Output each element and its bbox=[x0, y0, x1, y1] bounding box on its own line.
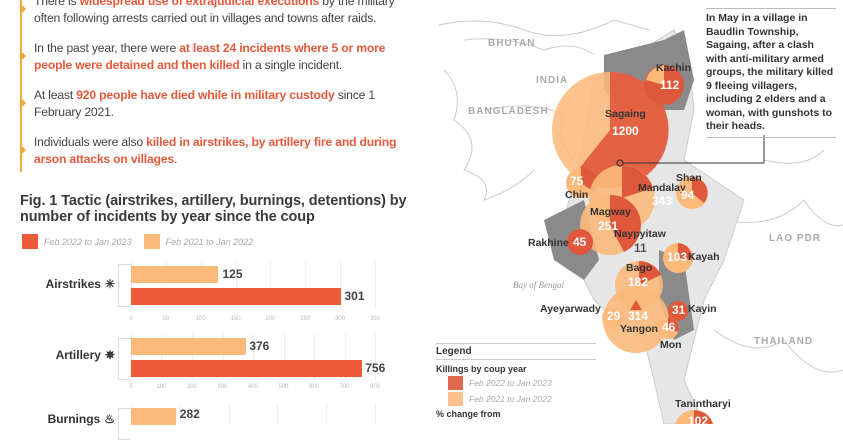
country-label: BHUTAN bbox=[488, 38, 536, 49]
map-legend: Legend Killings by coup year Feb 2022 to… bbox=[436, 343, 596, 419]
country-label: BANGLADESH bbox=[468, 106, 549, 117]
region-label-tanintharyi: Tanintharyi bbox=[675, 398, 731, 410]
region-value-ayeyarwady: 29 bbox=[607, 309, 621, 323]
legend-subtitle: Killings by coup year bbox=[436, 364, 527, 374]
bracket bbox=[118, 264, 131, 307]
region-value-mandalay: 343 bbox=[652, 194, 673, 208]
region-label-bago: Bago bbox=[626, 262, 653, 274]
region-label-mon: Mon bbox=[660, 339, 682, 351]
region-label-yangon: Yangon bbox=[620, 323, 658, 335]
region-value-sagaing: 1200 bbox=[612, 124, 639, 138]
region-label-naypyitaw: Naypyitaw bbox=[614, 228, 666, 240]
legend-footer: % change from bbox=[436, 409, 501, 419]
plot-area: 282 bbox=[131, 404, 376, 425]
value-label: 301 bbox=[344, 289, 365, 303]
bar-prior-airstrikes[interactable] bbox=[131, 266, 219, 283]
region-value-chin: 75 bbox=[570, 174, 584, 188]
region-label-sagaing: Sagaing bbox=[605, 108, 646, 120]
finding-item: Individuals were also killed in airstrik… bbox=[20, 134, 417, 172]
legend-swatch-recent bbox=[22, 234, 38, 249]
plot-area: 376 756 bbox=[131, 334, 385, 380]
bar-recent-artillery[interactable] bbox=[131, 360, 362, 377]
value-label: 125 bbox=[222, 267, 243, 281]
key-findings-list: There is widespread use of extrajudicial… bbox=[20, 0, 417, 172]
arrow-marker-icon bbox=[20, 50, 26, 62]
region-value-magway: 251 bbox=[598, 219, 619, 233]
category-label: Airstrikes ✳ bbox=[45, 277, 115, 291]
arrow-marker-icon bbox=[20, 144, 26, 156]
burst-icon: ✵ bbox=[104, 348, 115, 362]
myanmar-map bbox=[438, 19, 843, 424]
bar-prior-burnings[interactable] bbox=[131, 408, 177, 425]
region-value-kayin: 31 bbox=[672, 303, 686, 317]
left-panel: There is widespread use of extrajudicial… bbox=[0, 0, 420, 440]
region-label-kayin: Kayin bbox=[688, 303, 717, 315]
legend-swatch-prior bbox=[448, 392, 463, 406]
bar-group-burnings: Burnings ♨ 282 bbox=[0, 404, 420, 440]
finding-item: There is widespread use of extrajudicial… bbox=[20, 0, 417, 27]
finding-item: In the past year, there were at least 24… bbox=[20, 40, 417, 74]
annotation-callout: In May in a village in Baudlin Township,… bbox=[706, 8, 836, 138]
country-label: INDIA bbox=[536, 75, 569, 86]
region-value-tanintharyi: 102 bbox=[688, 414, 709, 424]
legend-swatch-prior bbox=[143, 234, 160, 249]
region-value-kayah: 103 bbox=[667, 250, 688, 264]
bar-prior-artillery[interactable] bbox=[131, 338, 246, 355]
chart-legend: Feb 2022 to Jan 2023 Feb 2021 to Jan 202… bbox=[22, 234, 253, 249]
region-value-rakhine: 45 bbox=[573, 235, 587, 249]
region-label-kachin: Kachin bbox=[656, 62, 692, 74]
bracket bbox=[118, 338, 131, 380]
bracket bbox=[118, 408, 131, 440]
explosion-icon: ✳ bbox=[104, 277, 115, 291]
legend-item-prior: Feb 2021 to Jan 2022 bbox=[448, 392, 596, 406]
region-value-bago: 182 bbox=[628, 275, 649, 289]
bar-recent-airstrikes[interactable] bbox=[131, 288, 341, 305]
region-value-yangon: 314 bbox=[628, 309, 649, 323]
region-label-kayah: Kayah bbox=[688, 251, 720, 263]
value-label: 376 bbox=[249, 339, 270, 353]
arrow-marker-icon bbox=[20, 97, 26, 109]
region-value-shan: 94 bbox=[681, 188, 695, 202]
region-label-magway: Magway bbox=[590, 206, 631, 218]
region-label-ayeyarwady: Ayeyarwady bbox=[540, 303, 601, 315]
legend-swatch-recent bbox=[448, 376, 463, 390]
legend-item-recent: Feb 2022 to Jan 2023 bbox=[448, 376, 596, 390]
region-value-mon: 46 bbox=[662, 320, 676, 334]
region-label-shan: Shan bbox=[676, 172, 702, 184]
country-label: LAO PDR bbox=[769, 233, 821, 244]
region-value-naypyitaw: 11 bbox=[634, 241, 647, 255]
fire-icon: ♨ bbox=[104, 412, 115, 426]
region-value-kachin: 112 bbox=[660, 78, 680, 92]
bar-group-artillery: Artillery ✵ 376 756 0 100 200 300 400 500 600 70… bbox=[0, 334, 420, 396]
legend-title: Legend bbox=[436, 343, 596, 360]
country-label: THAILAND bbox=[754, 336, 814, 347]
map-panel: BHUTAN INDIA BANGLADESH LAO PDR THAILAND… bbox=[424, 0, 843, 424]
category-label: Burnings ♨ bbox=[47, 412, 115, 426]
category-label: Artillery ✵ bbox=[55, 348, 115, 362]
bay-label: Bay of Bengal bbox=[513, 280, 564, 290]
bar-group-airstrikes: Airstrikes ✳ 125 301 0 50 100 150 200 250 300 35… bbox=[0, 262, 420, 322]
region-label-mandalay: Mandalay bbox=[638, 182, 686, 194]
value-label: 756 bbox=[365, 361, 386, 375]
region-label-chin: Chin bbox=[565, 189, 589, 201]
chart-title: Fig. 1 Tactic (airstrikes, artillery, bu… bbox=[20, 193, 407, 225]
plot-area: 125 301 bbox=[131, 262, 376, 308]
region-label-rakhine: Rakhine bbox=[528, 237, 569, 249]
arrow-marker-icon bbox=[20, 3, 26, 15]
finding-item: At least 920 people have died while in m… bbox=[20, 87, 417, 121]
value-label: 282 bbox=[179, 407, 200, 421]
